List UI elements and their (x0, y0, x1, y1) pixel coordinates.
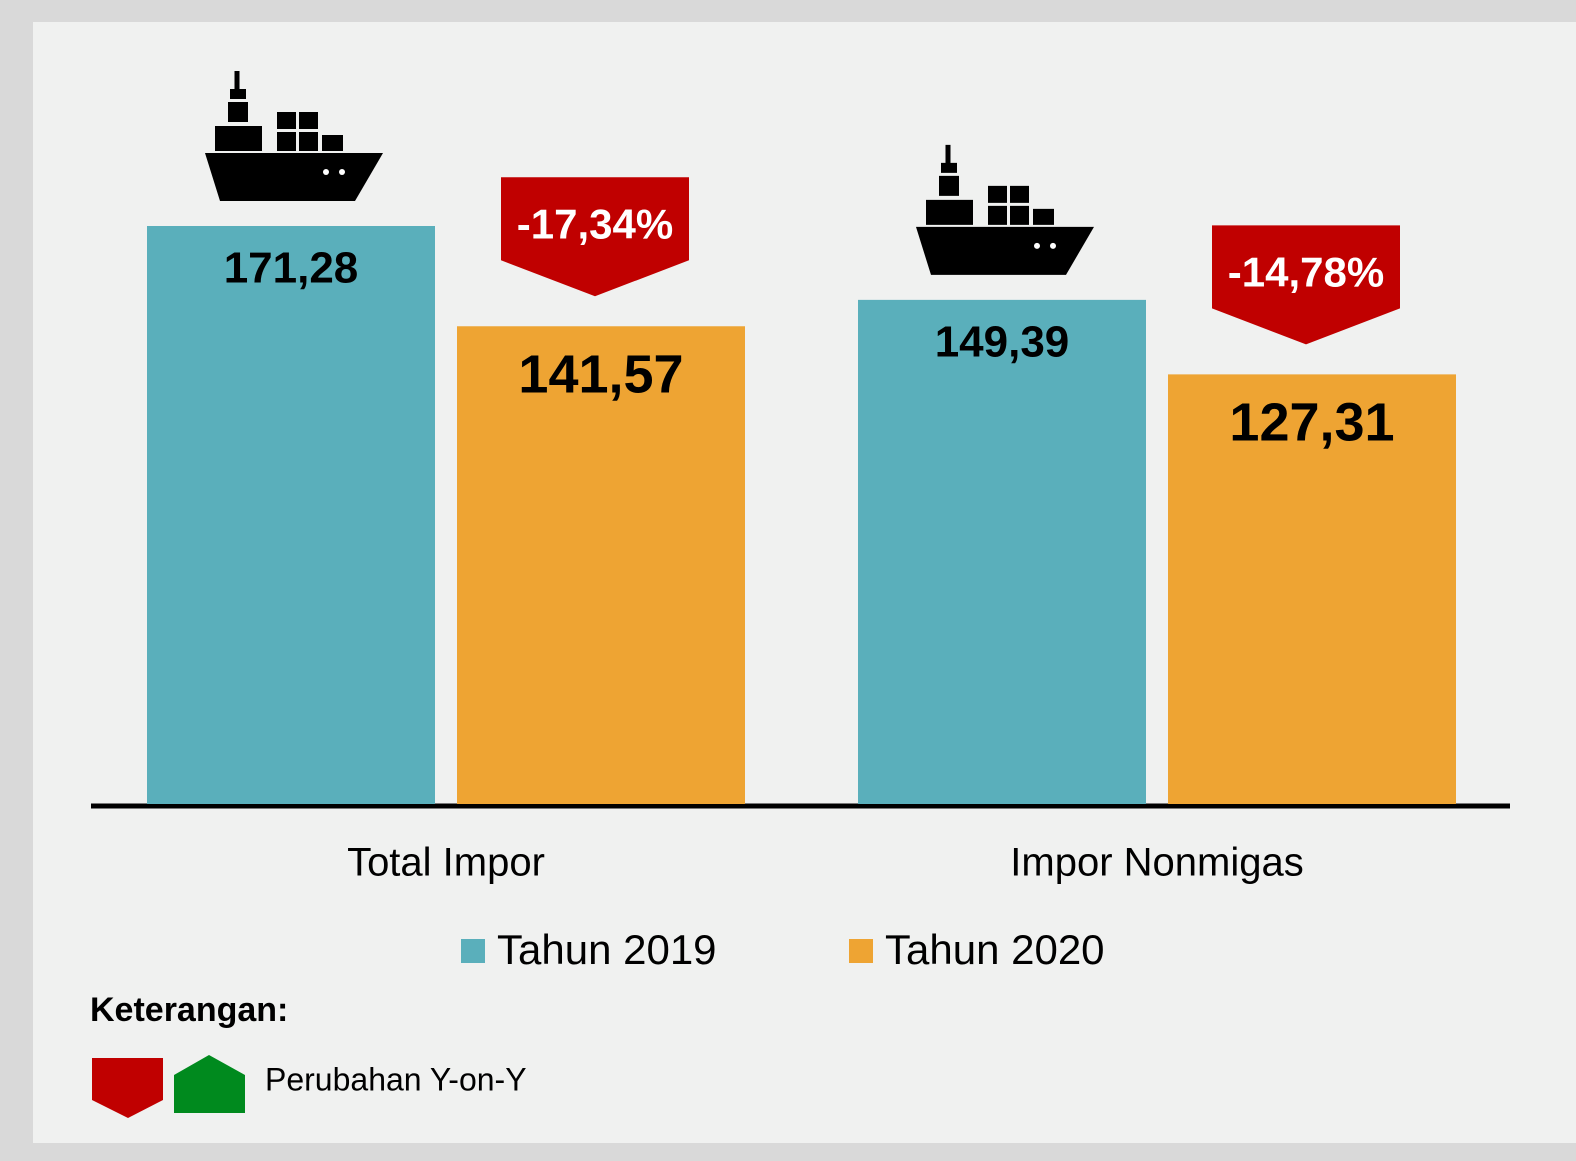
bar (147, 226, 435, 804)
change-badge (1212, 225, 1400, 345)
x-tick-label: Impor Nonmigas (1010, 841, 1303, 885)
change-label: -17,34% (517, 200, 673, 247)
bar (1168, 374, 1456, 804)
value-label: 127,31 (1229, 393, 1394, 453)
bar (457, 326, 745, 804)
x-tick-label: Total Impor (347, 841, 545, 885)
note-icon-down (92, 1058, 163, 1118)
change-badge (501, 177, 689, 297)
legend-swatch (461, 939, 485, 963)
note-icon-up (174, 1055, 245, 1113)
value-label: 171,28 (224, 244, 359, 293)
change-label: -14,78% (1228, 248, 1384, 295)
note-title: Keterangan: (90, 991, 288, 1029)
legend-label: Tahun 2019 (497, 926, 717, 973)
legend-swatch (849, 939, 873, 963)
note-text: Perubahan Y-on-Y (265, 1061, 527, 1097)
value-label: 141,57 (518, 345, 683, 405)
legend-label: Tahun 2020 (885, 926, 1105, 973)
value-label: 149,39 (935, 317, 1070, 366)
bar (858, 299, 1146, 804)
